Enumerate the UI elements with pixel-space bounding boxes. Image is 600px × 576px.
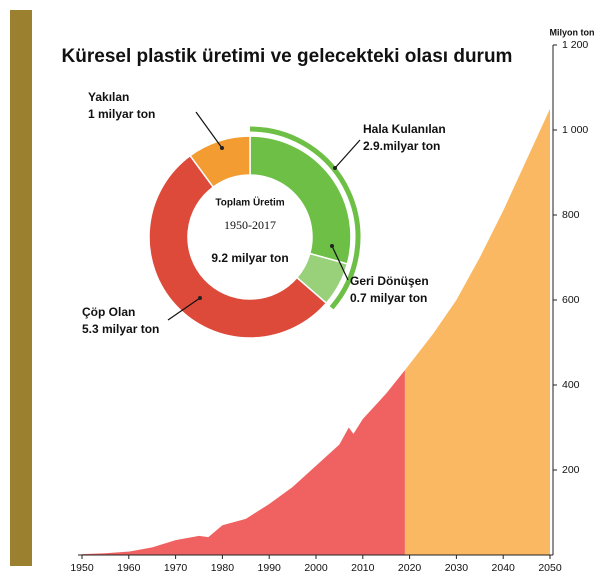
donut-slice [189, 135, 251, 189]
x-tick-label: 1980 [211, 562, 235, 574]
x-tick-label: 2020 [398, 562, 422, 574]
bracket-arc [249, 126, 361, 310]
y-tick-label: 800 [562, 209, 580, 221]
x-tick-label: 1950 [70, 562, 94, 574]
x-tick-label: 1990 [258, 562, 282, 574]
x-tick-label: 2010 [351, 562, 375, 574]
y-tick-label: 600 [562, 294, 580, 306]
area [82, 370, 405, 555]
y-tick-label: 400 [562, 379, 580, 391]
donut-slice [249, 135, 352, 265]
y-tick-label: 200 [562, 464, 580, 476]
side-bar [10, 10, 32, 566]
leader-line [331, 245, 349, 281]
center-text: 9.2 milyar ton [211, 251, 288, 265]
x-tick-label: 2000 [304, 562, 328, 574]
center-text: Toplam Üretim [215, 196, 284, 209]
area [404, 108, 550, 555]
value-label: 2.9.milyar ton [363, 139, 440, 153]
center-text: 1950-2017 [224, 218, 276, 232]
donut-slice [148, 154, 328, 339]
leader-dot [333, 166, 337, 170]
category-label: Hala Kulanılan [363, 122, 446, 136]
x-tick-label: 1970 [164, 562, 188, 574]
category-label: Geri Dönüşen [350, 274, 429, 288]
chart-title: Küresel plastik üretimi ve gelecekteki o… [62, 46, 513, 67]
y-tick-label: 1 200 [562, 39, 588, 51]
x-tick-label: 2030 [445, 562, 469, 574]
x-tick-label: 2050 [538, 562, 562, 574]
leader-line [334, 139, 361, 169]
x-tick-label: 2040 [492, 562, 516, 574]
leader-dot [220, 146, 224, 150]
category-label: Çöp Olan [82, 305, 135, 319]
value-label: 5.3 milyar ton [82, 322, 159, 336]
leader-dot [198, 296, 202, 300]
x-tick-label: 1960 [117, 562, 141, 574]
leader-dot [330, 244, 334, 248]
value-label: 0.7 milyar ton [350, 291, 427, 305]
leader-line [195, 111, 223, 149]
value-label: 1 milyar ton [88, 107, 155, 121]
leader-line [167, 297, 201, 321]
category-label: Yakılan [88, 90, 129, 104]
y-tick-label: 1 000 [562, 124, 588, 136]
y-axis-label: Milyon ton [550, 27, 595, 37]
